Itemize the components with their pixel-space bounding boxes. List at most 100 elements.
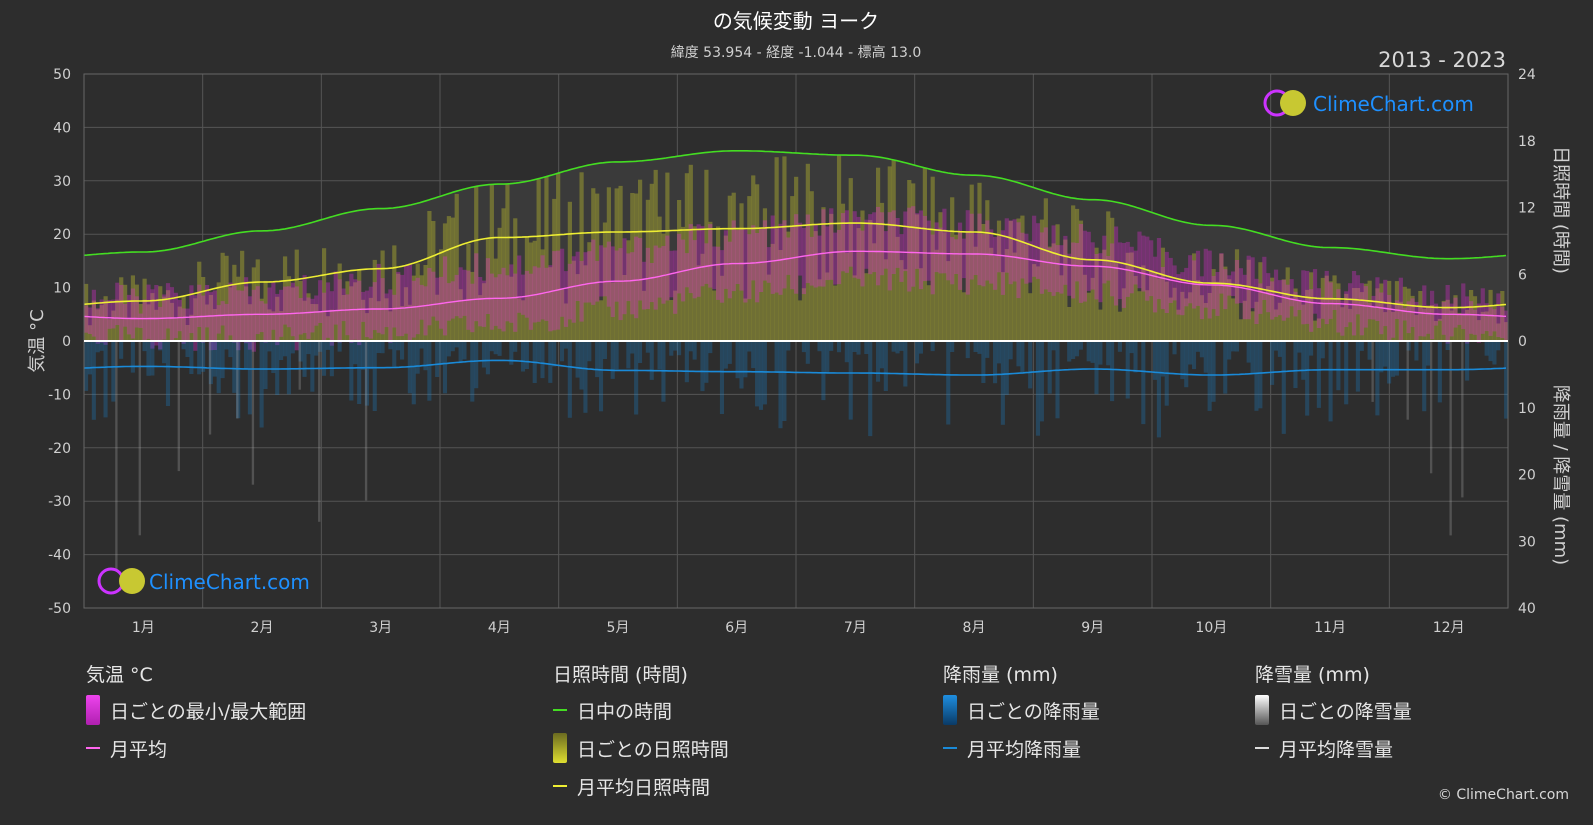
temp-range-bar <box>954 239 959 274</box>
temp-range-bar <box>1152 256 1158 313</box>
left-tick-label: 30 <box>53 174 71 190</box>
temp-range-bar <box>747 234 752 300</box>
legend-item: 日ごとの降雨量 <box>943 695 1100 725</box>
sunshine-daily-bar <box>251 267 256 341</box>
right-axis-ticks: 24 18 12 6 0 10 20 30 40 <box>1518 67 1536 617</box>
sunshine-daily-bar <box>887 166 892 341</box>
sunshine-daily-bar <box>333 310 338 341</box>
rain-daily-bar <box>450 341 455 352</box>
rain-daily-bar <box>1387 341 1392 384</box>
rain-daily-bar <box>1172 341 1177 355</box>
sunshine-daily-bar <box>478 295 483 341</box>
sunshine-daily-bar <box>1426 305 1431 341</box>
sunshine-daily-bar <box>481 283 487 341</box>
temp-range-bar <box>1149 240 1154 297</box>
temp-range-bar <box>673 250 678 314</box>
sunshine-daily-bar <box>801 288 807 341</box>
rain-daily-bar <box>996 341 1002 364</box>
sunshine-daily-bar <box>860 210 865 341</box>
temp-range-bar <box>1215 272 1220 316</box>
rain-daily-bar <box>1277 341 1282 357</box>
temp-range-bar <box>735 230 740 284</box>
temp-range-bar <box>1164 251 1169 313</box>
rain-daily-bar <box>899 341 904 351</box>
temp-range-bar <box>559 248 565 317</box>
temp-range-bar <box>1457 313 1462 325</box>
temp-range-bar <box>361 291 366 322</box>
sunshine-daily-bar <box>1468 290 1474 341</box>
sunshine-daily-bar <box>758 228 764 341</box>
legend-snow-heading: 降雪量 (mm) <box>1255 664 1370 686</box>
temp-range-bar <box>996 235 1002 273</box>
sunshine-daily-bar <box>1480 311 1485 341</box>
rain-daily-bar <box>1336 341 1341 391</box>
sunshine-daily-bar <box>353 282 358 341</box>
sunshine-daily-bar <box>911 183 916 341</box>
temp-range-bar <box>864 219 869 269</box>
sunshine-daily-bar <box>930 176 935 341</box>
legend-label: 月平均降雪量 <box>1279 738 1394 761</box>
sunshine-daily-bar <box>107 319 112 341</box>
rain-daily-bar <box>493 341 498 355</box>
sunshine-daily-bar <box>212 309 217 341</box>
sunshine-daily-bar <box>661 233 666 341</box>
rain-daily-bar <box>868 341 873 437</box>
snow-daily-bar <box>236 341 239 419</box>
rain-daily-bar <box>1020 341 1025 374</box>
sunshine-daily-bar <box>673 290 678 341</box>
temp-range-bar <box>1379 292 1384 335</box>
temp-range-bar <box>321 292 327 341</box>
temp-range-bar <box>1133 250 1138 285</box>
month-tick-label: 12月 <box>1433 620 1465 636</box>
temp-range-bar <box>1051 225 1056 296</box>
sunshine-daily-bar <box>641 290 647 341</box>
sunshine-daily-bar <box>154 309 159 341</box>
temp-range-bar <box>411 280 416 338</box>
temp-range-bar <box>220 301 225 326</box>
month-tick-label: 10月 <box>1195 620 1227 636</box>
legend-temperature-heading: 気温 °C <box>86 664 153 686</box>
sunshine-daily-bar <box>376 301 381 341</box>
rain-daily-bar <box>918 341 923 354</box>
rain-daily-bar <box>243 341 249 370</box>
temp-range-bar <box>423 286 428 336</box>
rain-daily-bar <box>509 341 514 365</box>
sunshine-daily-bar <box>173 318 178 341</box>
temp-range-bar <box>649 263 654 303</box>
month-tick-label: 4月 <box>488 620 511 636</box>
snow-daily-swatch <box>1255 695 1269 725</box>
temp-range-bar <box>786 237 791 275</box>
sunshine-daily-bar <box>247 304 253 341</box>
temp-range-bar <box>481 280 487 327</box>
sunshine-daily-bar <box>1387 280 1392 341</box>
rain-daily-bar <box>150 341 155 376</box>
rain-daily-bar <box>189 341 194 374</box>
sunshine-daily-bar <box>431 221 436 341</box>
temp-range-bar <box>528 273 533 330</box>
temp-range-bar <box>318 280 323 323</box>
temp-range-bar <box>712 246 717 290</box>
sunshine-daily-bar <box>556 173 561 341</box>
temp-range-bar <box>485 258 491 314</box>
temp-range-bar <box>1000 230 1006 295</box>
rain-daily-bar <box>321 341 327 376</box>
sunshine-daily-bar <box>485 238 491 341</box>
sunshine-daily-bar <box>950 197 955 341</box>
sunshine-daily-bar <box>1211 269 1216 341</box>
sunshine-daily-bar <box>349 286 354 341</box>
rain-daily-bar <box>1141 341 1146 425</box>
sunshine-daily-bar <box>1160 247 1165 341</box>
temp-range-bar <box>1504 310 1508 340</box>
sunshine-daily-bar <box>1223 266 1228 341</box>
sunshine-daily-bar <box>833 285 838 341</box>
temp-range-bar <box>743 229 748 303</box>
rain-daily-bar <box>723 341 728 369</box>
rain-daily-bar <box>1379 341 1384 373</box>
temp-range-bar <box>403 265 409 334</box>
snow-daily-bar <box>1429 341 1433 474</box>
sunshine-daily-bar <box>142 278 147 341</box>
period-label: 2013 - 2023 <box>1378 48 1506 72</box>
temp-range-bar <box>1016 222 1021 299</box>
temp-range-bar <box>844 210 849 273</box>
sunshine-daily-bar <box>723 235 729 341</box>
